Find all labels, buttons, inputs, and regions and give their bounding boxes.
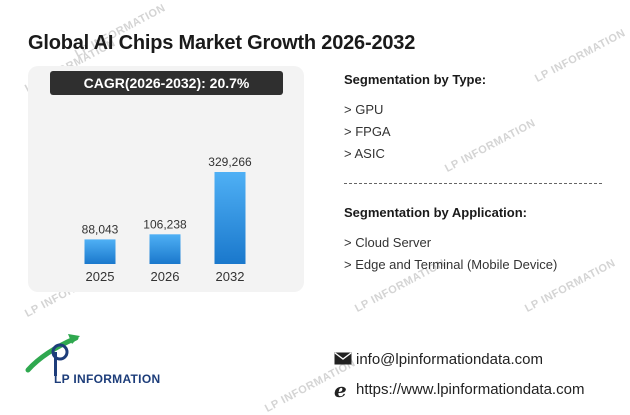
- lp-logo-icon: [25, 334, 80, 376]
- segmentation-application-title: Segmentation by Application:: [344, 205, 527, 220]
- bar-2026: [149, 234, 181, 264]
- bar-2025: [84, 239, 116, 264]
- tick-label: 2026: [151, 269, 180, 284]
- data-label: 88,043: [82, 222, 119, 236]
- cagr-badge: CAGR(2026-2032): 20.7%: [50, 71, 283, 95]
- segmentation-type-list: > GPU > FPGA > ASIC: [344, 99, 391, 165]
- contact-website[interactable]: e https://www.lpinformationdata.com: [334, 378, 584, 402]
- contact-email[interactable]: info@lpinformationdata.com: [334, 351, 543, 369]
- list-item: > Edge and Terminal (Mobile Device): [344, 257, 558, 272]
- list-item: > Cloud Server: [344, 235, 432, 250]
- email-text: info@lpinformationdata.com: [356, 351, 543, 368]
- browser-e-icon: e: [334, 378, 347, 402]
- website-text: https://www.lpinformationdata.com: [356, 380, 585, 398]
- tick-label: 2025: [86, 269, 115, 284]
- bar-chart: 88,043 2025 106,238 2026 329,266 2032: [82, 155, 252, 284]
- page-title: Global AI Chips Market Growth 2026-2032: [28, 32, 416, 54]
- divider: [344, 183, 602, 184]
- data-label: 106,238: [143, 217, 187, 231]
- envelope-icon: [334, 351, 352, 369]
- tick-label: 2032: [216, 269, 245, 284]
- segmentation-application-list: > Cloud Server > Edge and Terminal (Mobi…: [344, 232, 557, 276]
- bar-2032: [214, 172, 246, 264]
- watermark: LP INFORMATION: [533, 27, 628, 85]
- segmentation-type-title: Segmentation by Type:: [344, 72, 487, 87]
- data-label: 329,266: [208, 155, 252, 169]
- list-item: > GPU: [344, 102, 384, 117]
- logo-text: LP INFORMATION: [54, 372, 161, 386]
- list-item: > FPGA: [344, 124, 391, 139]
- list-item: > ASIC: [344, 146, 385, 161]
- watermark: LP INFORMATION: [443, 117, 538, 175]
